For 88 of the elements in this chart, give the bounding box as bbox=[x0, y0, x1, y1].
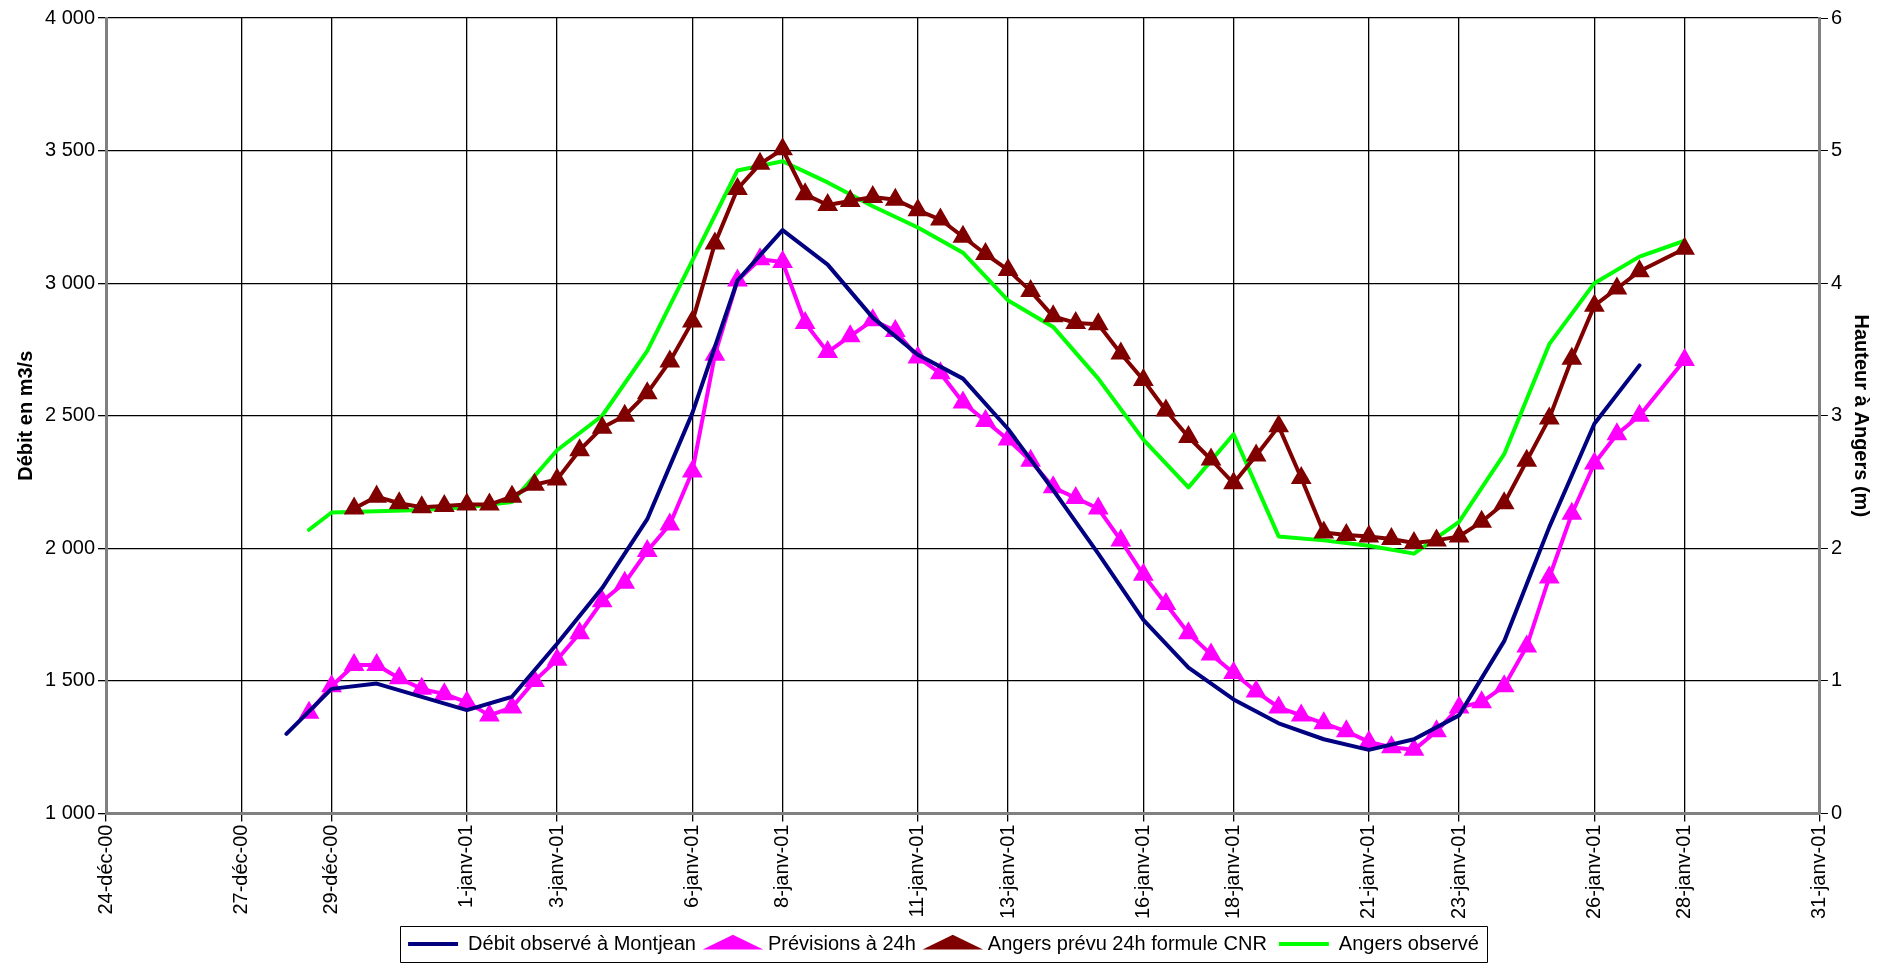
point bbox=[1066, 312, 1085, 329]
point bbox=[1156, 400, 1175, 417]
x-tick-label: 27-déc-00 bbox=[228, 824, 251, 915]
point bbox=[976, 244, 995, 260]
x-tick-label: 13-janv-01 bbox=[995, 824, 1018, 920]
x-tick-label: 1-janv-01 bbox=[454, 824, 477, 908]
y-tick-label: 1 500 bbox=[44, 668, 96, 691]
point bbox=[751, 153, 769, 170]
y2-tick-label: 2 bbox=[1830, 535, 1842, 558]
x-tick-label: 21-janv-01 bbox=[1356, 824, 1379, 920]
point bbox=[1292, 468, 1311, 485]
x-tick-label: 3-janv-01 bbox=[544, 824, 567, 908]
point bbox=[682, 309, 703, 328]
x-tick-label: 26-janv-01 bbox=[1581, 824, 1604, 920]
point bbox=[1359, 526, 1378, 543]
point bbox=[1608, 278, 1626, 295]
x-tick-label: 6-janv-01 bbox=[679, 824, 702, 908]
x-tick-label: 18-janv-01 bbox=[1221, 824, 1244, 920]
point bbox=[1044, 306, 1063, 323]
point bbox=[367, 484, 387, 503]
y-axis-title: Débit en m3/s bbox=[13, 350, 36, 481]
point bbox=[1450, 526, 1468, 543]
point bbox=[1405, 533, 1423, 550]
y2-tick-label: 5 bbox=[1830, 138, 1842, 161]
point bbox=[1314, 522, 1333, 539]
point bbox=[1675, 238, 1694, 255]
x-tick-label: 16-janv-01 bbox=[1130, 824, 1153, 920]
point bbox=[638, 383, 657, 400]
legend-label: Angers prévu 24h formule CNR bbox=[987, 931, 1267, 954]
point bbox=[863, 186, 882, 203]
point bbox=[390, 493, 409, 510]
point bbox=[999, 259, 1017, 276]
y2-tick-label: 4 bbox=[1830, 270, 1842, 293]
y2-tick-label: 3 bbox=[1830, 403, 1842, 426]
point bbox=[548, 469, 566, 486]
y-tick-label: 1 000 bbox=[44, 801, 96, 824]
y-tick-label: 2 000 bbox=[44, 535, 96, 558]
x-tick-label: 11-janv-01 bbox=[905, 824, 928, 918]
point bbox=[1111, 343, 1130, 360]
point bbox=[930, 207, 951, 226]
point bbox=[1585, 295, 1604, 312]
point bbox=[660, 351, 679, 368]
point bbox=[1495, 493, 1514, 510]
x-tick-label: 23-janv-01 bbox=[1446, 824, 1469, 920]
point bbox=[1516, 448, 1537, 467]
point bbox=[885, 187, 905, 206]
y-tick-label: 3 000 bbox=[44, 270, 96, 293]
x-tick-label: 28-janv-01 bbox=[1672, 824, 1695, 920]
point bbox=[1472, 509, 1492, 528]
x-tick-label: 29-déc-00 bbox=[319, 824, 342, 915]
point bbox=[1021, 281, 1040, 298]
point bbox=[1134, 369, 1153, 386]
y-tick-label: 4 000 bbox=[44, 5, 96, 28]
point bbox=[1089, 314, 1108, 331]
point bbox=[615, 403, 635, 422]
y-tick-label: 2 500 bbox=[44, 403, 96, 426]
point bbox=[728, 179, 747, 196]
legend-label: Angers observé bbox=[1338, 931, 1479, 954]
point bbox=[412, 497, 431, 514]
point bbox=[1337, 525, 1356, 542]
point bbox=[908, 200, 927, 217]
y2-tick-label: 0 bbox=[1830, 801, 1842, 824]
y-tick-label: 3 500 bbox=[44, 138, 96, 161]
point bbox=[1269, 416, 1288, 433]
point bbox=[796, 184, 815, 201]
x-tick-label: 24-déc-00 bbox=[93, 824, 116, 915]
point bbox=[705, 233, 724, 250]
point bbox=[1540, 408, 1559, 425]
point bbox=[841, 190, 860, 207]
legend-label: Prévisions à 24h bbox=[767, 931, 916, 954]
point bbox=[525, 472, 545, 491]
y2-tick-label: 1 bbox=[1830, 668, 1842, 691]
x-tick-label: 31-janv-01 bbox=[1807, 824, 1830, 920]
legend-label: Débit observé à Montjean bbox=[468, 931, 696, 954]
point bbox=[773, 139, 792, 156]
y2-tick-label: 6 bbox=[1830, 5, 1842, 28]
point bbox=[1630, 261, 1649, 278]
point bbox=[479, 492, 500, 511]
y2-axis-title: Hauteur à Angers (m) bbox=[1851, 314, 1874, 518]
x-tick-label: 8-janv-01 bbox=[770, 824, 793, 908]
point bbox=[1224, 473, 1243, 490]
point bbox=[1427, 530, 1446, 547]
point bbox=[1382, 529, 1401, 546]
point bbox=[570, 440, 589, 457]
point bbox=[1202, 449, 1220, 466]
point bbox=[435, 495, 454, 512]
point bbox=[818, 194, 837, 211]
point bbox=[1179, 426, 1198, 443]
